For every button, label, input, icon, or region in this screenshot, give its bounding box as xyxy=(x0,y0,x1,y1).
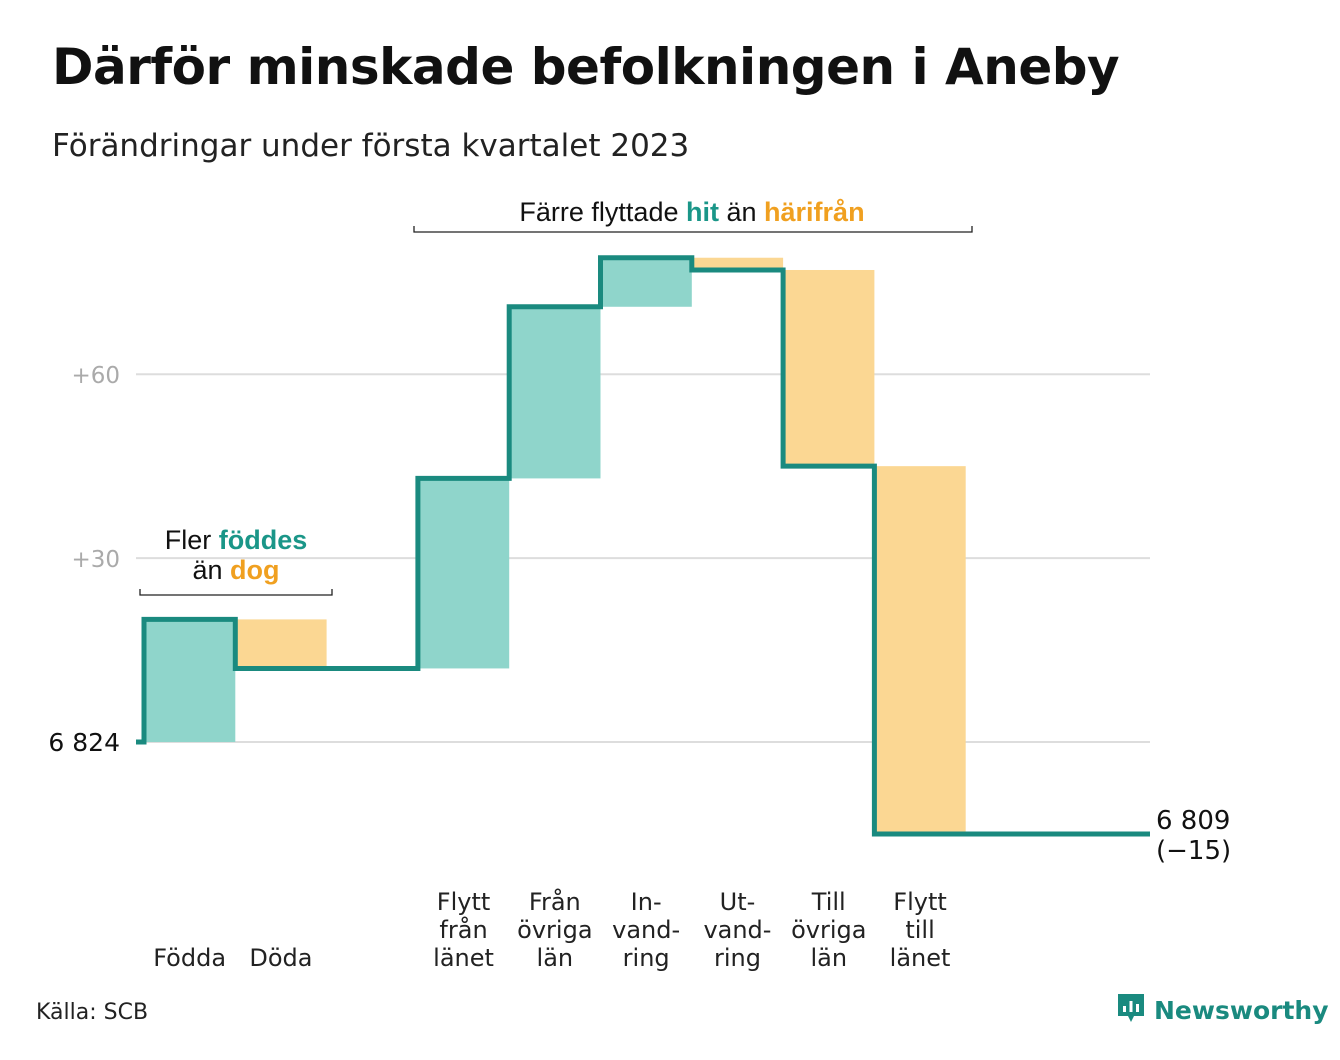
y-tick-label: +30 xyxy=(71,547,120,573)
annotation-bracket xyxy=(139,589,333,596)
category-label: övriga xyxy=(517,916,592,944)
category-label: ring xyxy=(623,944,670,972)
category-label: övriga xyxy=(791,916,866,944)
bar xyxy=(600,257,692,307)
annotation-births-line2: än dog xyxy=(192,555,279,585)
annotation-emphasis-orange: härifrån xyxy=(764,197,865,227)
bar xyxy=(691,257,784,270)
category-label: vand- xyxy=(612,916,680,944)
y-tick-label: 6 824 xyxy=(48,728,120,757)
annotation-emphasis-orange: dog xyxy=(230,555,279,585)
brand-name: Newsworthy xyxy=(1154,995,1329,1025)
category-label: ring xyxy=(714,944,761,972)
annotation-bracket xyxy=(413,226,973,233)
annotation-text: än xyxy=(719,197,764,227)
category-label: länet xyxy=(890,944,951,972)
category-label: Från xyxy=(529,887,581,916)
category-label: Födda xyxy=(153,944,226,972)
brand-logo[interactable]: Newsworthy xyxy=(1116,992,1329,1028)
bar xyxy=(509,306,601,479)
bar xyxy=(235,619,327,669)
bar-layer xyxy=(144,257,966,834)
category-label: vand- xyxy=(703,916,771,944)
annotation-emphasis-teal: hit xyxy=(686,197,719,227)
annotation-migration-text: Färre flyttade hit än härifrån xyxy=(519,197,864,227)
category-label: Ut- xyxy=(720,888,756,916)
chart-subtitle: Förändringar under första kvartalet 2023 xyxy=(52,128,690,164)
bar xyxy=(144,619,236,742)
bar xyxy=(783,269,875,467)
category-label: från xyxy=(439,915,487,944)
chart-title: Därför minskade befolkningen i Aneby xyxy=(52,38,1120,96)
bar xyxy=(874,466,966,834)
annotation-births-deaths: Fler föddes än dog xyxy=(139,525,333,596)
category-label: till xyxy=(905,916,934,944)
grid-layer xyxy=(136,373,1150,743)
end-change-label: (−15) xyxy=(1156,836,1231,866)
annotation-text: än xyxy=(192,555,230,585)
bar xyxy=(417,478,510,669)
category-label: Flytt xyxy=(437,888,491,916)
category-label: län xyxy=(810,944,847,972)
y-tick-label: +60 xyxy=(71,363,120,389)
category-label: Döda xyxy=(249,944,312,972)
category-label: Till xyxy=(811,888,846,916)
end-value-label: 6 809 xyxy=(1156,806,1230,836)
source-note: Källa: SCB xyxy=(36,1000,149,1025)
annotation-text: Färre flyttade xyxy=(519,197,686,227)
category-label: Flytt xyxy=(893,888,947,916)
category-labels: Födda DödaFlyttfrånlänetFrånövrigalänIn-v… xyxy=(153,887,950,972)
annotation-emphasis-teal: föddes xyxy=(219,525,308,555)
step-line xyxy=(136,255,1150,837)
annotation-births-line1: Fler föddes xyxy=(165,525,308,555)
category-label: län xyxy=(537,944,574,972)
category-label: länet xyxy=(433,944,494,972)
category-label: In- xyxy=(631,888,662,916)
tick-layer: 6 824 +30 +60 xyxy=(48,363,120,757)
step-line-layer xyxy=(136,255,1150,837)
annotation-text: Fler xyxy=(165,525,219,555)
newsworthy-logo-icon xyxy=(1116,992,1146,1028)
annotation-migration: Färre flyttade hit än härifrån xyxy=(413,197,973,233)
